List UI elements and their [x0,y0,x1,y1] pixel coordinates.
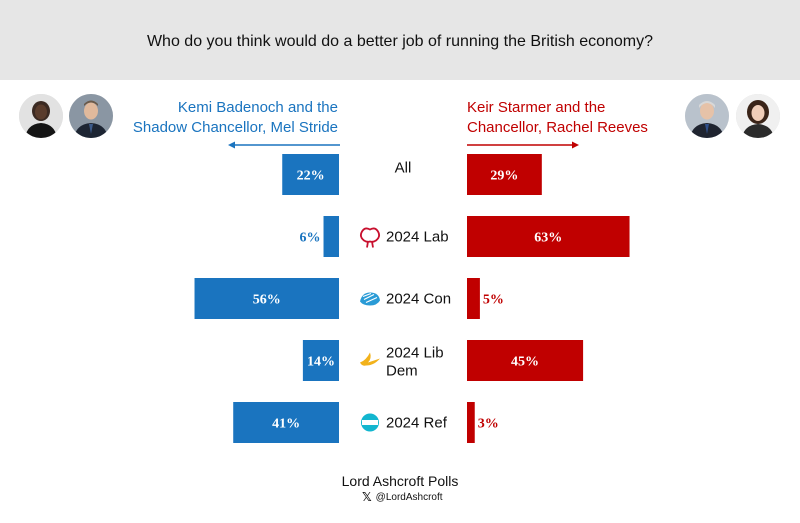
left-bar [282,154,339,195]
left-bar [302,340,339,381]
right-bar [467,278,480,319]
conservative-tree-icon [360,292,380,306]
right-value-label: 63% [534,231,562,246]
left-value-label: 6% [300,231,321,246]
right-bar [467,154,542,195]
reeves-avatar-icon [736,94,780,138]
category-label: 2024 Lab [386,229,449,246]
right-value-label: 3% [478,417,499,432]
left-series-label: Kemi Badenoch and the Shadow Chancellor,… [133,98,338,138]
right-bar [467,216,630,257]
x-logo-icon: 𝕏 [362,490,372,504]
left-value-label: 22% [297,169,325,184]
right-arrow-icon [467,141,579,149]
header-band [0,0,800,80]
left-bar [323,216,339,257]
left-series-label-line1: Kemi Badenoch and the [177,99,338,116]
left-value-label: 56% [253,293,281,308]
category-label: 2024 Ref [386,415,448,432]
left-bar [233,402,339,443]
right-bar [467,340,584,381]
badenoch-avatar-icon [19,94,63,138]
left-series-label-line2: Shadow Chancellor, Mel Stride [132,119,338,136]
right-bar [467,402,475,443]
left-bar [194,278,339,319]
right-value-label: 29% [490,169,518,184]
footer-title: Lord Ashcroft Polls [341,473,459,489]
category-label: 2024 Lib Dem [386,345,444,380]
starmer-avatar-icon [685,94,729,138]
right-value-label: 5% [483,293,504,308]
libdem-bird-icon [360,352,380,366]
reform-logo-icon [361,413,379,432]
left-value-label: 14% [307,355,335,370]
footer-handle-text: @LordAshcroft [375,491,443,503]
chart-question: Who do you think would do a better job o… [146,33,654,50]
category-label: 2024 Con [386,291,451,308]
stride-avatar-icon [69,94,113,138]
footer-handle: 𝕏 @LordAshcroft [362,490,443,504]
right-series-label: Keir Starmer and the Chancellor, Rachel … [467,98,648,138]
right-series-label-line2: Chancellor, Rachel Reeves [467,119,648,136]
category-label: All [395,160,412,177]
right-series-label-line1: Keir Starmer and the [467,99,606,116]
left-arrow-icon [228,141,340,149]
right-value-label: 45% [511,355,539,370]
left-value-label: 41% [272,417,300,432]
labour-rose-icon [359,227,381,248]
